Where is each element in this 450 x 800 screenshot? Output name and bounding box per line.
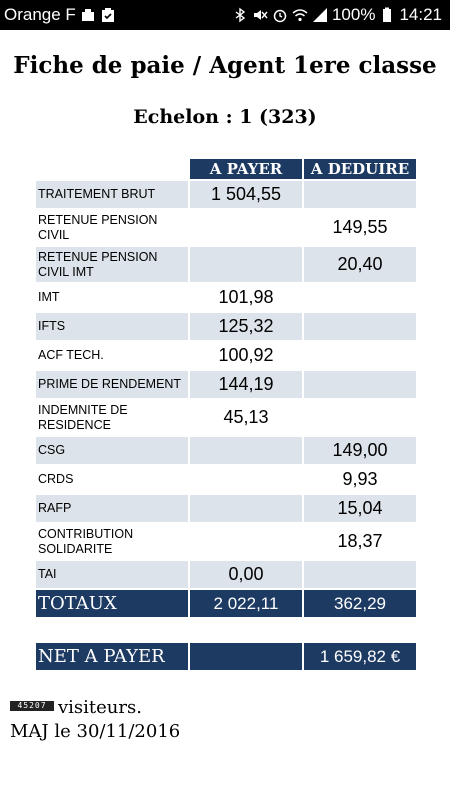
- row-pay: [190, 210, 302, 245]
- header-empty-cell: [36, 159, 188, 179]
- row-label: INDEMNITE DE RESIDENCE: [36, 400, 188, 435]
- row-label: ACF TECH.: [36, 342, 188, 369]
- row-deduct: [304, 561, 416, 588]
- wifi-icon: [292, 7, 308, 23]
- table-row: CSG 149,00: [36, 437, 416, 464]
- table-row: INDEMNITE DE RESIDENCE 45,13: [36, 400, 416, 435]
- row-label: PRIME DE RENDEMENT: [36, 371, 188, 398]
- row-deduct: 149,55: [304, 210, 416, 245]
- table-row: IFTS 125,32: [36, 313, 416, 340]
- visitor-counter: 45207: [10, 701, 54, 711]
- table-row: CRDS 9,93: [36, 466, 416, 493]
- footer: 45207 visiteurs. MAJ le 30/11/2016: [10, 696, 180, 744]
- table-header-row: A PAYER A DEDUIRE: [36, 159, 416, 179]
- row-pay: 0,00: [190, 561, 302, 588]
- battery-level: 100%: [331, 5, 376, 24]
- totals-label: TOTAUX: [36, 590, 188, 617]
- status-bar: Orange F 100% 14:21: [0, 0, 450, 30]
- net-row: NET A PAYER 1 659,82 €: [36, 643, 416, 670]
- row-pay: 101,98: [190, 284, 302, 311]
- row-deduct: [304, 342, 416, 369]
- row-deduct: 15,04: [304, 495, 416, 522]
- row-deduct: 149,00: [304, 437, 416, 464]
- row-deduct: [304, 400, 416, 435]
- row-label: TRAITEMENT BRUT: [36, 181, 188, 208]
- page-title: Fiche de paie / Agent 1ere classe: [13, 52, 437, 79]
- row-pay: 100,92: [190, 342, 302, 369]
- table-row: RETENUE PENSION CIVIL 149,55: [36, 210, 416, 245]
- net-pay: [190, 643, 302, 670]
- row-label: IFTS: [36, 313, 188, 340]
- alarm-icon: [272, 7, 288, 23]
- column-header-deduct: A DEDUIRE: [304, 159, 416, 179]
- notification-icon: [80, 7, 96, 23]
- row-label: IMT: [36, 284, 188, 311]
- visitor-line: 45207 visiteurs.: [10, 696, 180, 720]
- row-label: RETENUE PENSION CIVIL: [36, 210, 188, 245]
- row-deduct: 18,37: [304, 524, 416, 559]
- row-pay: 45,13: [190, 400, 302, 435]
- signal-icon: [312, 7, 328, 23]
- row-deduct: 9,93: [304, 466, 416, 493]
- table-row: PRIME DE RENDEMENT 144,19: [36, 371, 416, 398]
- row-pay: 144,19: [190, 371, 302, 398]
- table-row: CONTRIBUTION SOLIDARITE 18,37: [36, 524, 416, 559]
- row-pay: [190, 437, 302, 464]
- row-pay: [190, 495, 302, 522]
- row-deduct: [304, 313, 416, 340]
- totals-deduct: 362,29: [304, 590, 416, 617]
- clipboard-icon: [100, 7, 116, 23]
- row-deduct: [304, 181, 416, 208]
- table-row: IMT 101,98: [36, 284, 416, 311]
- row-label: TAI: [36, 561, 188, 588]
- row-label: RETENUE PENSION CIVIL IMT: [36, 247, 188, 282]
- row-label: CONTRIBUTION SOLIDARITE: [36, 524, 188, 559]
- echelon-subtitle: Echelon : 1 (323): [133, 106, 317, 128]
- visitors-label: visiteurs.: [58, 697, 142, 718]
- carrier-name: Orange F: [4, 5, 76, 24]
- payslip-table: A PAYER A DEDUIRE TRAITEMENT BRUT 1 504,…: [34, 157, 418, 672]
- table-row: ACF TECH. 100,92: [36, 342, 416, 369]
- row-deduct: [304, 284, 416, 311]
- bluetooth-icon: [232, 7, 248, 23]
- net-amount: 1 659,82 €: [304, 643, 416, 670]
- totals-pay: 2 022,11: [190, 590, 302, 617]
- totals-row: TOTAUX 2 022,11 362,29: [36, 590, 416, 617]
- mute-icon: [252, 7, 268, 23]
- row-pay: 1 504,55: [190, 181, 302, 208]
- column-header-pay: A PAYER: [190, 159, 302, 179]
- last-update: MAJ le 30/11/2016: [10, 721, 181, 742]
- row-label: CRDS: [36, 466, 188, 493]
- table-spacer: [36, 619, 416, 641]
- row-label: RAFP: [36, 495, 188, 522]
- row-pay: [190, 247, 302, 282]
- table-row: TAI 0,00: [36, 561, 416, 588]
- table-row: RETENUE PENSION CIVIL IMT 20,40: [36, 247, 416, 282]
- net-label: NET A PAYER: [36, 643, 188, 670]
- row-label: CSG: [36, 437, 188, 464]
- row-pay: [190, 524, 302, 559]
- row-deduct: 20,40: [304, 247, 416, 282]
- row-deduct: [304, 371, 416, 398]
- visitor-count: 45207: [17, 701, 47, 710]
- battery-icon: [379, 7, 395, 23]
- clock: 14:21: [399, 5, 442, 24]
- row-pay: 125,32: [190, 313, 302, 340]
- table-row: RAFP 15,04: [36, 495, 416, 522]
- row-pay: [190, 466, 302, 493]
- table-row: TRAITEMENT BRUT 1 504,55: [36, 181, 416, 208]
